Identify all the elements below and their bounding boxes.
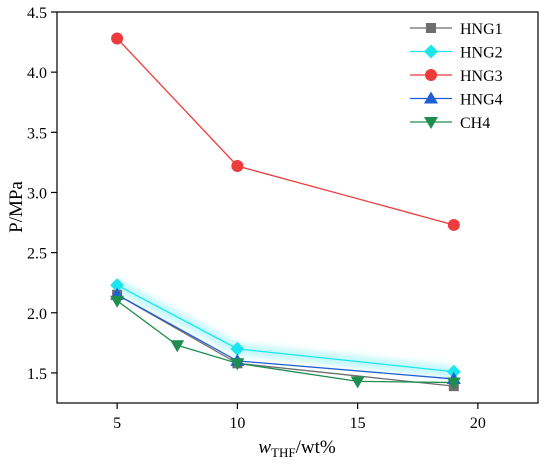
y-tick-label: 4.5: [27, 5, 47, 22]
x-axis-label-tail: /wt%: [296, 437, 336, 458]
data-point: [110, 278, 125, 293]
data-point: [170, 340, 185, 353]
data-point: [230, 341, 245, 356]
y-tick-label: 2.0: [27, 306, 47, 323]
y-axis-label: P/MPa: [6, 181, 27, 233]
x-axis: 5 10 15 20: [113, 403, 486, 432]
data-point: [231, 159, 244, 172]
plot-area: [56, 11, 539, 404]
x-tick-label: 10: [229, 415, 245, 432]
legend-label: HNG1: [460, 21, 503, 38]
y-tick-label: 4.0: [27, 65, 47, 82]
legend-label: HNG4: [460, 92, 503, 109]
series-markers: [110, 32, 461, 392]
y-tick-label: 1.5: [27, 366, 47, 383]
legend-marker: [426, 23, 436, 33]
legend-marker: [424, 117, 438, 129]
data-point: [350, 376, 365, 389]
y-axis: 1.5 2.0 2.5 3.0 3.5 4.0 4.5: [27, 5, 57, 383]
legend-label: HNG3: [460, 68, 503, 85]
x-tick-label: 15: [350, 415, 366, 432]
legend-marker: [424, 91, 438, 104]
data-point: [230, 358, 245, 371]
legend-marker: [425, 69, 437, 81]
legend: HNG1 HNG2 HNG3 HNG4 CH4: [410, 21, 503, 132]
legend-marker: [424, 44, 438, 59]
x-axis-label: wTHF/wt%: [258, 437, 336, 460]
legend-label: HNG2: [460, 45, 503, 62]
legend-label: CH4: [460, 115, 490, 132]
x-axis-label-subscript: THF: [271, 445, 296, 460]
data-point: [446, 364, 461, 379]
x-tick-label: 20: [470, 415, 486, 432]
data-point: [447, 218, 460, 231]
x-axis-label-main: w: [258, 437, 271, 458]
data-point: [110, 295, 125, 308]
data-point: [446, 377, 461, 390]
y-tick-label: 3.5: [27, 125, 47, 142]
data-point: [111, 32, 124, 45]
y-tick-label: 3.0: [27, 185, 47, 202]
x-tick-label: 5: [113, 415, 121, 432]
y-tick-label: 2.5: [27, 246, 47, 263]
